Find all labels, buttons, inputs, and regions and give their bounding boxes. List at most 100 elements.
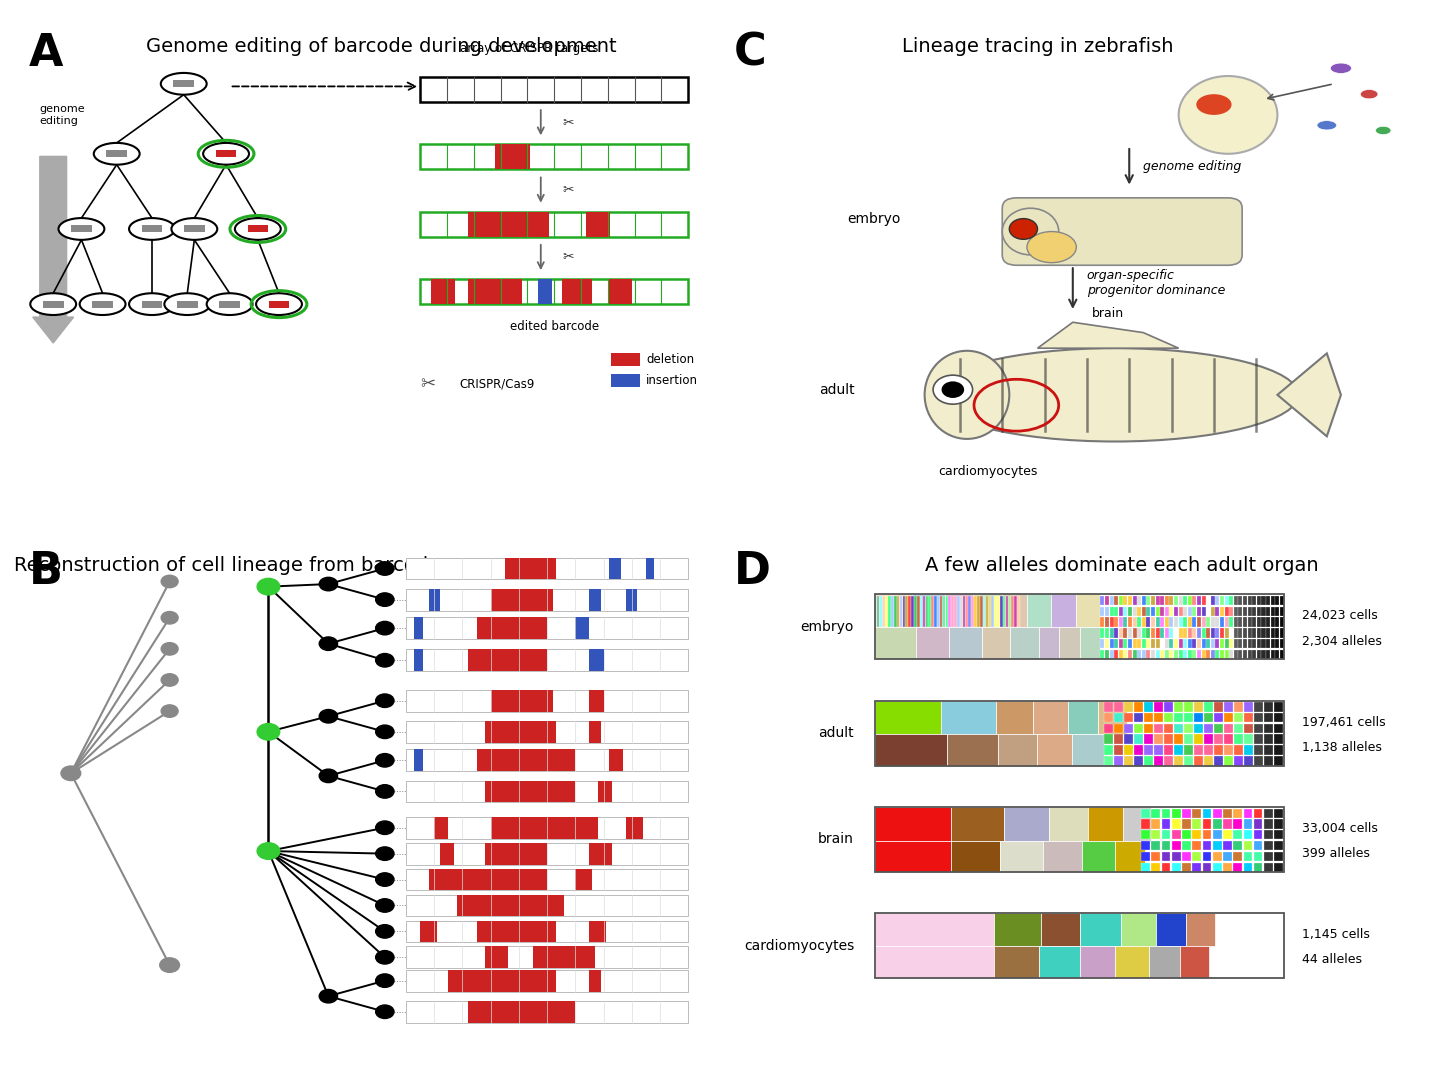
Bar bbox=[1238, 639, 1243, 648]
Bar bbox=[1187, 914, 1215, 946]
Bar bbox=[1243, 650, 1247, 659]
Text: Reconstruction of cell lineage from barcode sequences: Reconstruction of cell lineage from barc… bbox=[14, 555, 550, 575]
Bar bbox=[477, 618, 547, 639]
Bar bbox=[1155, 724, 1164, 733]
Bar bbox=[940, 596, 942, 626]
Ellipse shape bbox=[203, 143, 249, 164]
Bar bbox=[576, 868, 592, 890]
Bar bbox=[406, 557, 688, 579]
Bar bbox=[491, 589, 553, 610]
Bar bbox=[1247, 639, 1251, 648]
Bar bbox=[1076, 594, 1100, 626]
Bar bbox=[996, 701, 1032, 734]
Bar bbox=[1145, 734, 1153, 744]
Bar bbox=[1211, 607, 1215, 616]
Bar bbox=[1270, 607, 1274, 616]
Bar bbox=[1214, 713, 1223, 723]
Text: 33,004 cells: 33,004 cells bbox=[1302, 822, 1378, 835]
Bar bbox=[1264, 734, 1273, 744]
Text: ✂: ✂ bbox=[562, 116, 573, 130]
Bar bbox=[1238, 629, 1243, 637]
Bar bbox=[1212, 841, 1221, 850]
Bar bbox=[406, 868, 688, 890]
Bar bbox=[1207, 618, 1210, 626]
Bar bbox=[1254, 702, 1263, 712]
Bar bbox=[1230, 596, 1233, 605]
Bar bbox=[1165, 713, 1174, 723]
Bar bbox=[1115, 724, 1123, 733]
Bar bbox=[920, 596, 923, 626]
Bar bbox=[1151, 618, 1155, 626]
Bar bbox=[1142, 820, 1151, 828]
Bar bbox=[1214, 734, 1223, 744]
Bar bbox=[1104, 734, 1113, 744]
Bar bbox=[1247, 650, 1251, 659]
Bar bbox=[1194, 724, 1204, 733]
Bar bbox=[1257, 639, 1261, 648]
Bar bbox=[876, 807, 950, 840]
Bar bbox=[960, 596, 962, 626]
Bar bbox=[1169, 596, 1174, 605]
Bar bbox=[1155, 607, 1159, 616]
Bar bbox=[1043, 840, 1081, 872]
Bar bbox=[926, 596, 929, 626]
Bar bbox=[1197, 650, 1201, 659]
Ellipse shape bbox=[1178, 76, 1277, 153]
Text: B: B bbox=[29, 551, 62, 593]
Bar bbox=[1204, 713, 1214, 723]
Bar bbox=[1274, 820, 1283, 828]
Bar bbox=[1165, 756, 1174, 766]
Bar bbox=[1204, 724, 1214, 733]
Bar bbox=[1254, 863, 1263, 872]
Bar bbox=[1243, 618, 1247, 626]
Bar bbox=[1270, 650, 1274, 659]
Bar bbox=[406, 816, 688, 838]
Bar bbox=[1233, 852, 1243, 861]
Bar bbox=[999, 840, 1043, 872]
Ellipse shape bbox=[171, 218, 217, 240]
Bar bbox=[1244, 852, 1253, 861]
Bar bbox=[880, 596, 883, 626]
Bar bbox=[1135, 724, 1143, 733]
Bar bbox=[1050, 807, 1089, 840]
Bar bbox=[406, 649, 688, 671]
Bar bbox=[92, 300, 112, 308]
Bar bbox=[1165, 596, 1169, 605]
Bar bbox=[1274, 734, 1283, 744]
Bar bbox=[1135, 756, 1143, 766]
Text: brain: brain bbox=[1092, 307, 1125, 320]
Bar bbox=[1276, 618, 1279, 626]
Bar bbox=[1123, 629, 1128, 637]
Bar bbox=[1037, 734, 1071, 766]
Bar bbox=[1224, 607, 1228, 616]
Bar bbox=[929, 596, 932, 626]
Bar bbox=[949, 596, 950, 626]
Bar bbox=[1192, 618, 1197, 626]
Bar bbox=[1197, 629, 1201, 637]
Bar bbox=[1115, 629, 1119, 637]
Circle shape bbox=[258, 724, 279, 740]
Bar bbox=[1161, 607, 1164, 616]
Bar bbox=[1212, 820, 1221, 828]
Bar bbox=[1274, 831, 1283, 839]
Bar bbox=[1243, 639, 1247, 648]
Bar bbox=[1104, 639, 1109, 648]
Text: 44 alleles: 44 alleles bbox=[1302, 954, 1362, 967]
Bar bbox=[1132, 607, 1136, 616]
Circle shape bbox=[376, 1005, 395, 1018]
Bar bbox=[1185, 734, 1194, 744]
Bar bbox=[1244, 809, 1253, 818]
Bar bbox=[1152, 809, 1161, 818]
Bar bbox=[1110, 639, 1113, 648]
Bar bbox=[1152, 863, 1161, 872]
Bar bbox=[1115, 745, 1123, 755]
Bar bbox=[1202, 831, 1211, 839]
Bar bbox=[1155, 702, 1164, 712]
Bar bbox=[429, 589, 439, 610]
Bar bbox=[406, 589, 688, 610]
Bar bbox=[1233, 809, 1243, 818]
Bar bbox=[1184, 629, 1187, 637]
Bar bbox=[1192, 607, 1197, 616]
Bar bbox=[1165, 607, 1169, 616]
Bar bbox=[1174, 629, 1178, 637]
